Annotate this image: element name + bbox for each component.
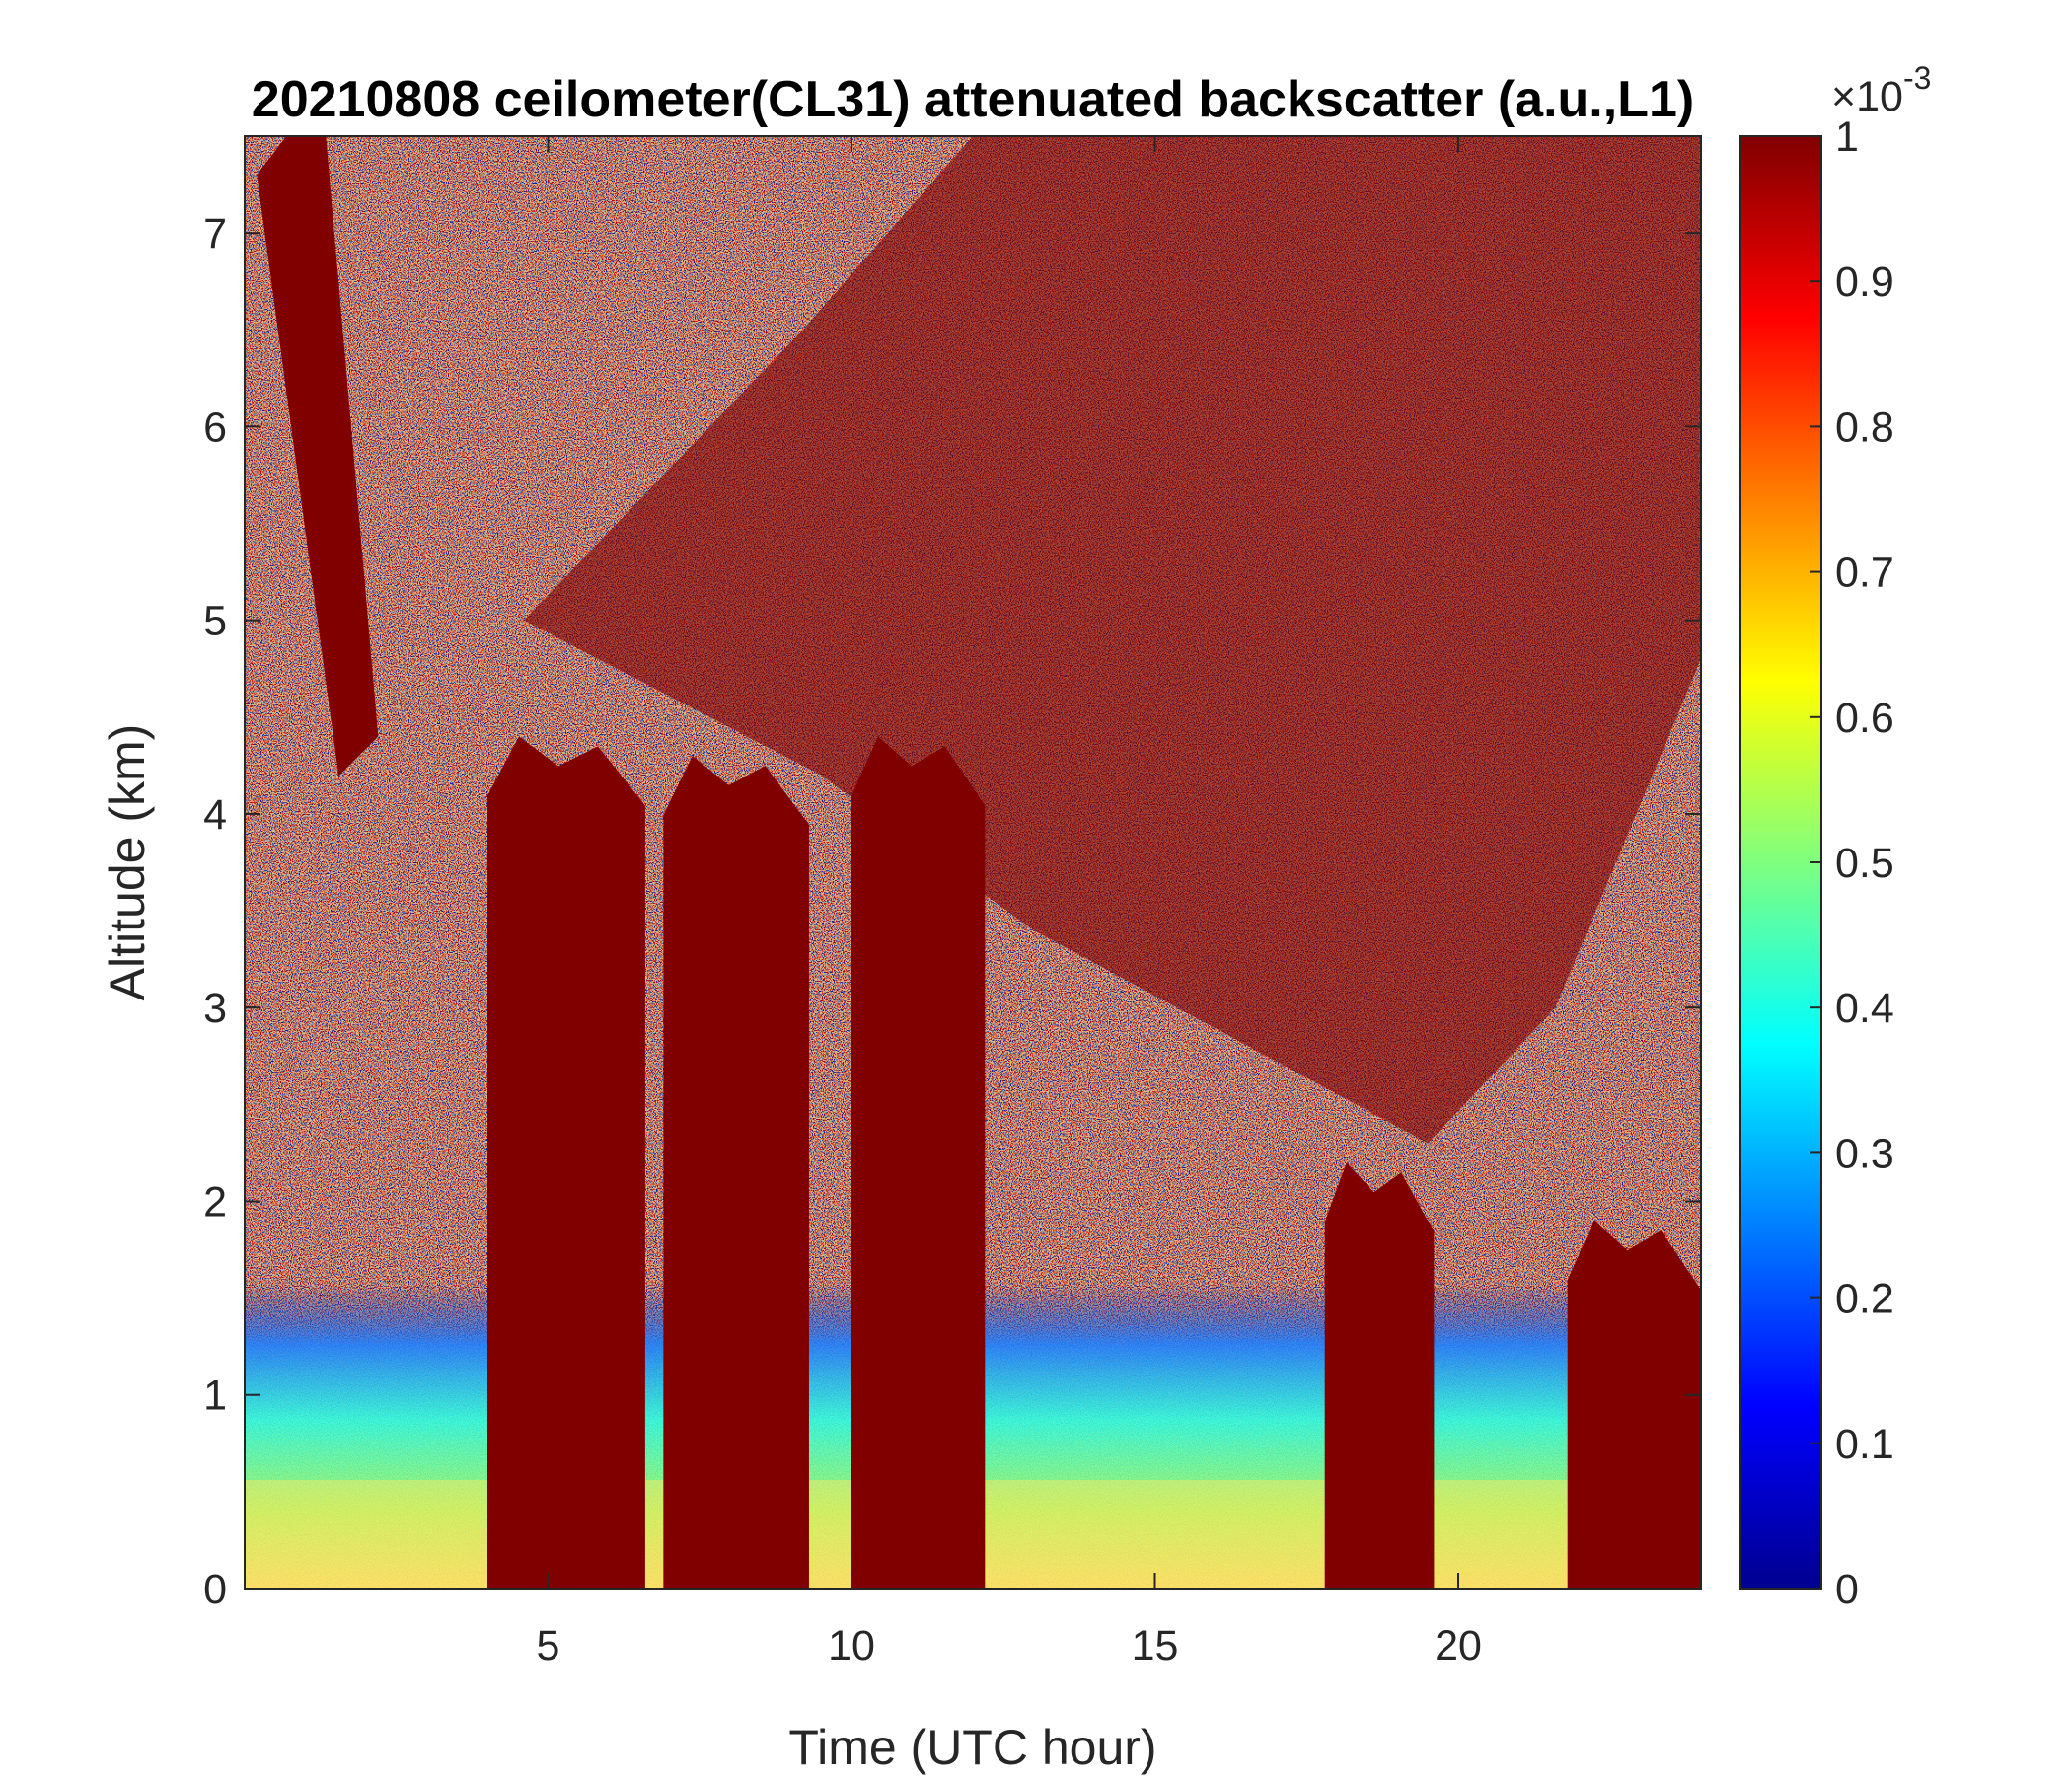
x-tick-label: 10	[828, 1622, 875, 1669]
colorbar-exponent-power: -3	[1903, 60, 1931, 96]
x-tick-label: 20	[1435, 1622, 1482, 1669]
cloud-segment	[487, 736, 645, 1589]
y-tick-label: 6	[203, 404, 227, 451]
x-axis: 5 10 15 20	[537, 136, 1482, 1669]
colorbar-tick-label: 0.4	[1835, 985, 1894, 1032]
colorbar-tick-label: 0.1	[1835, 1421, 1894, 1468]
cloud-segment	[1567, 1221, 1701, 1589]
colorbar-tick-label: 0.3	[1835, 1130, 1894, 1177]
y-tick-label: 2	[203, 1178, 227, 1225]
cloud-segment	[663, 756, 809, 1589]
cloud-segment	[1324, 1162, 1435, 1589]
cloud-layer	[257, 136, 1701, 1589]
colorbar-tick-label: 0.8	[1835, 404, 1894, 451]
colorbar-tick-label: 0.6	[1835, 695, 1894, 742]
upper-saturated-region	[523, 136, 1701, 1144]
plot-frame	[244, 135, 1702, 1590]
x-tick-label: 15	[1132, 1622, 1179, 1669]
y-tick-label: 0	[203, 1566, 227, 1613]
y-tick-label: 1	[203, 1372, 227, 1420]
x-axis-label: Time (UTC hour)	[788, 1720, 1156, 1775]
colorbar-tick-label: 0.7	[1835, 550, 1894, 597]
colorbar-exponent: ×10-3	[1831, 60, 1931, 120]
colorbar-exponent-base: ×10	[1831, 73, 1903, 120]
chart-title: 20210808 ceilometer(CL31) attenuated bac…	[252, 71, 1694, 128]
x-tick-label: 5	[537, 1622, 560, 1669]
colorbar	[1739, 135, 1822, 1590]
y-axis-label: Altitude (km)	[100, 724, 155, 1001]
colorbar-tick-label: 1	[1835, 113, 1859, 161]
y-tick-label: 7	[203, 210, 227, 258]
y-tick-label: 4	[203, 791, 227, 839]
cloud-segment	[851, 736, 986, 1589]
y-tick-label: 3	[203, 985, 227, 1032]
plot-area	[245, 136, 1701, 1589]
colorbar-ticks: 0 0.1 0.2 0.3 0.4 0.5 0.6 0.7 0.8 0.9 1	[1810, 113, 1894, 1613]
upper-plume	[257, 136, 379, 777]
colorbar-tick-label: 0.5	[1835, 840, 1894, 887]
colorbar-tick-label: 0.2	[1835, 1276, 1894, 1323]
colorbar-tick-label: 0	[1835, 1566, 1859, 1613]
y-tick-label: 5	[203, 598, 227, 645]
y-axis: 0 1 2 3 4 5 6 7	[203, 210, 1701, 1613]
colorbar-tick-label: 0.9	[1835, 259, 1894, 306]
